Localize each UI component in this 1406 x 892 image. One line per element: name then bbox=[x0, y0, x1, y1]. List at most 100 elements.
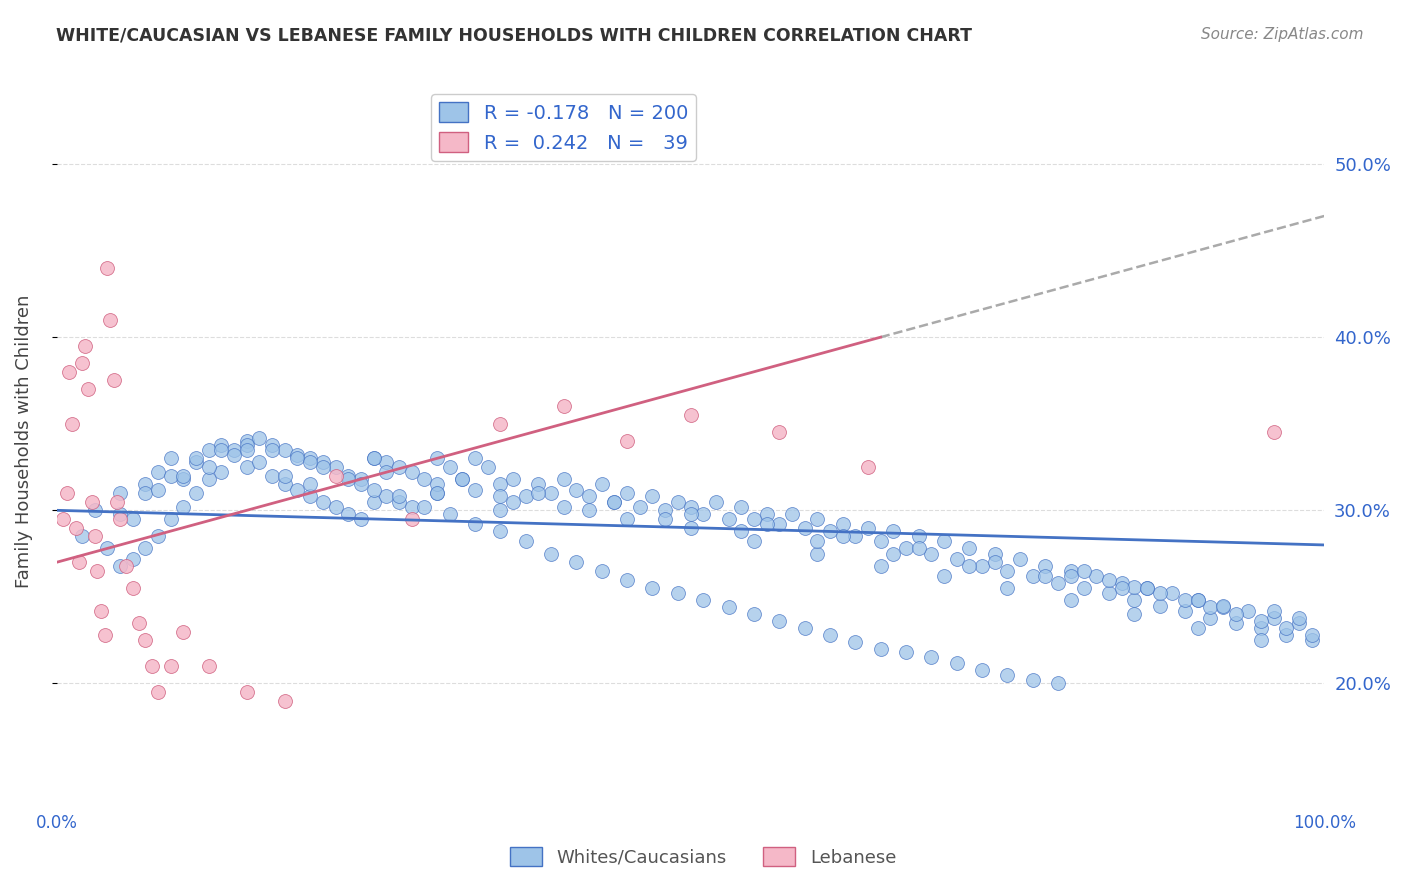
Point bbox=[197, 460, 219, 475]
Point bbox=[831, 517, 853, 532]
Point bbox=[945, 551, 967, 566]
Point bbox=[793, 621, 815, 635]
Point bbox=[287, 451, 309, 466]
Point bbox=[350, 477, 373, 491]
Text: WHITE/CAUCASIAN VS LEBANESE FAMILY HOUSEHOLDS WITH CHILDREN CORRELATION CHART: WHITE/CAUCASIAN VS LEBANESE FAMILY HOUSE… bbox=[56, 27, 972, 45]
Point bbox=[86, 564, 108, 578]
Point bbox=[1263, 610, 1285, 624]
Point bbox=[375, 455, 398, 469]
Point bbox=[363, 451, 385, 466]
Point bbox=[704, 494, 727, 508]
Point bbox=[717, 512, 740, 526]
Point bbox=[67, 555, 90, 569]
Point bbox=[401, 512, 423, 526]
Point bbox=[1275, 628, 1298, 642]
Point bbox=[172, 624, 194, 639]
Point bbox=[209, 465, 232, 479]
Point bbox=[515, 534, 537, 549]
Point bbox=[806, 512, 828, 526]
Point bbox=[616, 486, 638, 500]
Point bbox=[932, 569, 955, 583]
Point bbox=[1123, 593, 1146, 607]
Point bbox=[945, 656, 967, 670]
Text: Source: ZipAtlas.com: Source: ZipAtlas.com bbox=[1201, 27, 1364, 42]
Point bbox=[616, 573, 638, 587]
Point bbox=[477, 460, 499, 475]
Point bbox=[70, 356, 93, 370]
Point bbox=[894, 645, 917, 659]
Point bbox=[565, 555, 588, 569]
Point bbox=[96, 260, 118, 275]
Point bbox=[818, 628, 841, 642]
Point bbox=[1098, 586, 1121, 600]
Point bbox=[1073, 564, 1095, 578]
Point bbox=[1010, 551, 1032, 566]
Point bbox=[236, 442, 259, 457]
Point bbox=[768, 517, 790, 532]
Legend: Whites/Caucasians, Lebanese: Whites/Caucasians, Lebanese bbox=[502, 840, 904, 874]
Point bbox=[997, 581, 1019, 595]
Point bbox=[58, 365, 80, 379]
Point bbox=[1035, 558, 1057, 573]
Point bbox=[65, 521, 87, 535]
Point bbox=[249, 455, 271, 469]
Point bbox=[274, 468, 297, 483]
Point bbox=[159, 659, 181, 673]
Point bbox=[920, 547, 942, 561]
Point bbox=[134, 477, 156, 491]
Point bbox=[299, 477, 322, 491]
Point bbox=[1022, 569, 1045, 583]
Point bbox=[806, 547, 828, 561]
Point bbox=[972, 558, 994, 573]
Point bbox=[184, 486, 207, 500]
Point bbox=[388, 494, 411, 508]
Point bbox=[692, 593, 714, 607]
Point bbox=[869, 534, 891, 549]
Point bbox=[1288, 610, 1310, 624]
Point bbox=[527, 486, 550, 500]
Point bbox=[679, 500, 702, 514]
Point bbox=[94, 628, 117, 642]
Point bbox=[363, 494, 385, 508]
Point bbox=[209, 437, 232, 451]
Point bbox=[502, 472, 524, 486]
Point bbox=[312, 460, 335, 475]
Point bbox=[82, 494, 104, 508]
Point bbox=[591, 564, 613, 578]
Point bbox=[1187, 593, 1209, 607]
Point bbox=[426, 477, 449, 491]
Point bbox=[274, 477, 297, 491]
Point bbox=[793, 521, 815, 535]
Point bbox=[603, 494, 626, 508]
Point bbox=[1060, 569, 1083, 583]
Point bbox=[401, 465, 423, 479]
Point bbox=[742, 534, 765, 549]
Point bbox=[146, 685, 169, 699]
Point bbox=[108, 512, 131, 526]
Point bbox=[236, 437, 259, 451]
Point bbox=[540, 486, 562, 500]
Point bbox=[83, 503, 105, 517]
Point bbox=[957, 558, 980, 573]
Point bbox=[641, 490, 664, 504]
Point bbox=[426, 486, 449, 500]
Point bbox=[654, 503, 676, 517]
Point bbox=[1212, 599, 1234, 613]
Point bbox=[997, 668, 1019, 682]
Point bbox=[108, 486, 131, 500]
Point bbox=[325, 468, 347, 483]
Point bbox=[679, 507, 702, 521]
Point bbox=[184, 455, 207, 469]
Point bbox=[363, 483, 385, 497]
Point bbox=[159, 451, 181, 466]
Point bbox=[654, 512, 676, 526]
Point bbox=[146, 529, 169, 543]
Point bbox=[107, 494, 129, 508]
Point bbox=[224, 448, 246, 462]
Point bbox=[1275, 621, 1298, 635]
Point bbox=[882, 547, 904, 561]
Point bbox=[249, 431, 271, 445]
Point bbox=[616, 512, 638, 526]
Point bbox=[869, 558, 891, 573]
Point bbox=[768, 425, 790, 440]
